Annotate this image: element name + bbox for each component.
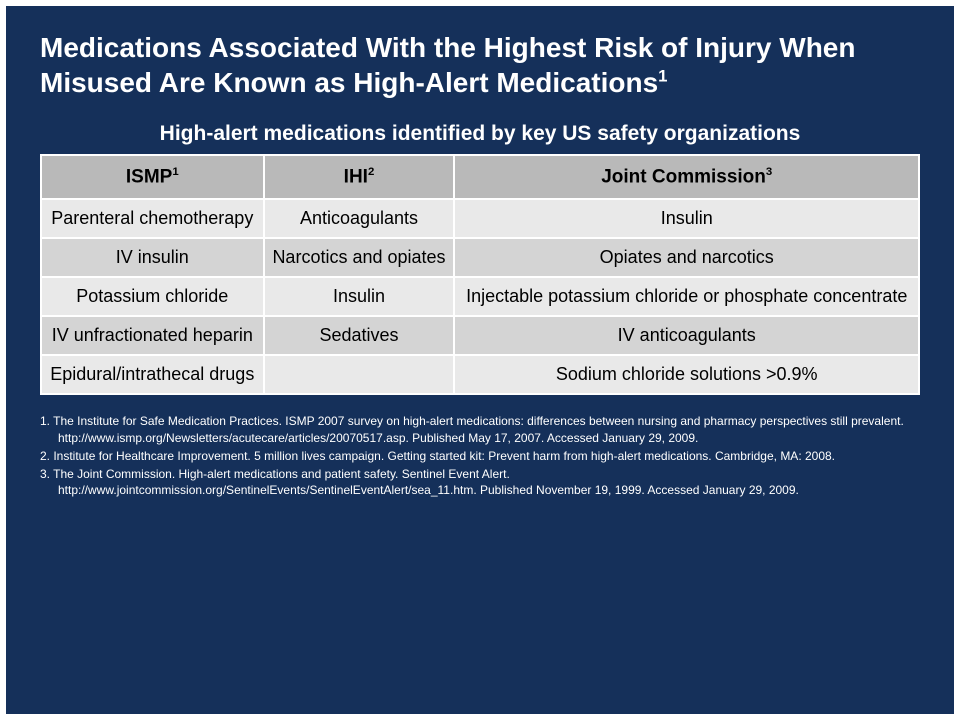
cell: Insulin xyxy=(264,277,455,316)
cell: Injectable potassium chloride or phospha… xyxy=(454,277,919,316)
cell: Anticoagulants xyxy=(264,199,455,238)
title-text: Medications Associated With the Highest … xyxy=(40,32,855,98)
col-header-ismp: ISMP1 xyxy=(41,155,264,199)
cell: Sedatives xyxy=(264,316,455,355)
table-row: Epidural/intrathecal drugs Sodium chlori… xyxy=(41,355,919,394)
reference-item: 3. The Joint Commission. High-alert medi… xyxy=(40,466,920,498)
slide: Medications Associated With the Highest … xyxy=(0,0,960,720)
cell: Opiates and narcotics xyxy=(454,238,919,277)
cell: Insulin xyxy=(454,199,919,238)
table-header-row: ISMP1 IHI2 Joint Commission3 xyxy=(41,155,919,199)
cell: IV anticoagulants xyxy=(454,316,919,355)
cell: IV insulin xyxy=(41,238,264,277)
col-header-jc: Joint Commission3 xyxy=(454,155,919,199)
cell: Parenteral chemotherapy xyxy=(41,199,264,238)
table-row: IV unfractionated heparin Sedatives IV a… xyxy=(41,316,919,355)
slide-title: Medications Associated With the Highest … xyxy=(40,30,920,100)
cell: Narcotics and opiates xyxy=(264,238,455,277)
cell: Potassium chloride xyxy=(41,277,264,316)
cell: Sodium chloride solutions >0.9% xyxy=(454,355,919,394)
cell: IV unfractionated heparin xyxy=(41,316,264,355)
cell xyxy=(264,355,455,394)
slide-subtitle: High-alert medications identified by key… xyxy=(40,122,920,146)
reference-item: 1. The Institute for Safe Medication Pra… xyxy=(40,413,920,445)
table-row: Potassium chloride Insulin Injectable po… xyxy=(41,277,919,316)
table-row: Parenteral chemotherapy Anticoagulants I… xyxy=(41,199,919,238)
table-row: IV insulin Narcotics and opiates Opiates… xyxy=(41,238,919,277)
cell: Epidural/intrathecal drugs xyxy=(41,355,264,394)
medications-table: ISMP1 IHI2 Joint Commission3 Parenteral … xyxy=(40,154,920,395)
reference-item: 2. Institute for Healthcare Improvement.… xyxy=(40,448,920,464)
title-sup: 1 xyxy=(658,67,667,86)
references: 1. The Institute for Safe Medication Pra… xyxy=(40,413,920,500)
col-header-ihi: IHI2 xyxy=(264,155,455,199)
